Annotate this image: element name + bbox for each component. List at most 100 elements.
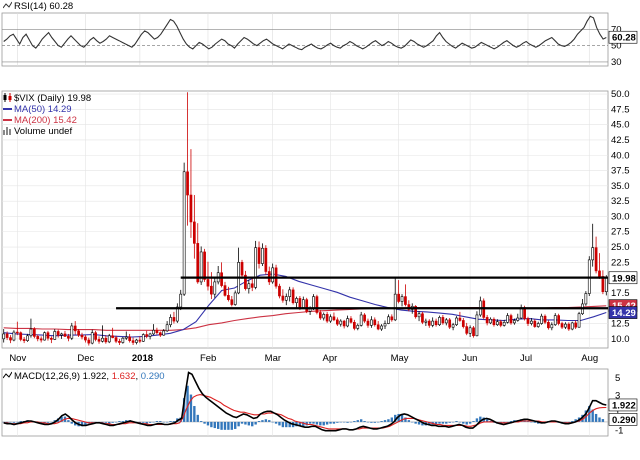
macd-histogram-bar — [455, 421, 458, 422]
price-tick-label: 32.5 — [611, 196, 630, 207]
candle-body — [77, 330, 80, 336]
macd-histogram-bar — [9, 421, 12, 423]
candle-body — [90, 332, 94, 344]
candle-body — [363, 314, 366, 322]
macd-histogram-bar — [370, 421, 373, 423]
candle-body — [206, 279, 210, 287]
macd-histogram-bar — [329, 421, 332, 424]
macd-histogram-bar — [312, 421, 315, 424]
candle-body — [536, 323, 540, 327]
candle-body — [261, 247, 264, 264]
candle-body — [366, 320, 370, 326]
macd-histogram-bar — [397, 413, 400, 422]
candle-body — [213, 281, 217, 295]
candle-body — [114, 337, 118, 342]
candle-body — [550, 324, 554, 329]
macd-histogram-bar — [257, 421, 261, 422]
macd-frame — [1, 368, 609, 437]
macd-histogram-bar — [356, 420, 359, 422]
price-tick-label: 42.5 — [611, 135, 630, 146]
macd-histogram-bar — [278, 421, 281, 426]
macd-histogram-bar — [462, 421, 465, 424]
macd-histogram-bar — [84, 421, 87, 426]
macd-histogram-bar — [574, 419, 577, 422]
x-axis-label: Aug — [581, 353, 598, 364]
candle-body — [19, 332, 23, 340]
candle-body — [516, 317, 520, 321]
candle-body — [390, 316, 394, 321]
macd-histogram-bar — [448, 421, 451, 423]
candle-body — [2, 333, 6, 340]
candle-body — [499, 321, 503, 326]
candle-body — [383, 323, 387, 327]
candle-body — [152, 329, 155, 335]
macd-histogram-bar — [210, 421, 213, 428]
candle-body — [254, 247, 257, 288]
candle-body — [417, 313, 421, 318]
rsi-frame — [1, 12, 609, 67]
candle-body — [271, 267, 275, 283]
macd-histogram-bar — [155, 421, 159, 422]
macd-histogram-bar — [601, 419, 605, 422]
candle-body — [264, 247, 268, 272]
macd-histogram-bar — [441, 421, 445, 424]
candle-body — [158, 332, 162, 336]
x-axis-label: Feb — [200, 353, 216, 364]
candle-body — [329, 316, 332, 322]
candle-body — [475, 314, 479, 337]
candle-body — [400, 296, 404, 302]
candle-body — [250, 283, 254, 288]
candle-body — [533, 320, 537, 327]
candle-body — [278, 285, 281, 297]
x-axis-label: Dec — [77, 353, 94, 364]
macd-histogram-bar — [571, 421, 574, 422]
ma50-swatch — [3, 108, 12, 111]
price-tick-label: 35.0 — [611, 181, 630, 192]
volume-legend: Volume undef — [3, 126, 91, 137]
candle-body — [175, 306, 179, 322]
candle-body — [461, 320, 465, 327]
candle-body — [349, 318, 353, 323]
candle-body — [509, 315, 513, 324]
macd-histogram-bar — [373, 421, 376, 423]
candle-body — [50, 337, 53, 340]
candle-body — [407, 304, 411, 310]
ma200-swatch — [3, 119, 12, 122]
candle-body — [199, 251, 203, 283]
candle-body — [359, 314, 363, 326]
candle-body — [104, 337, 108, 343]
candle-body — [530, 320, 533, 324]
candle-body — [468, 327, 472, 334]
macd-histogram-bar — [591, 409, 594, 422]
candle-body — [594, 247, 598, 272]
candle-body — [305, 299, 309, 312]
macd-histogram-bar — [302, 421, 305, 427]
candle-body — [26, 335, 29, 341]
macd-histogram-bar — [509, 421, 513, 422]
candle-body — [547, 321, 550, 329]
candle-body — [322, 314, 326, 319]
macd-histogram-bar — [203, 421, 206, 424]
macd-histogram-bar — [298, 421, 302, 427]
macd-hist-tag-box — [608, 413, 638, 426]
candle-body — [318, 312, 322, 319]
candle-body — [458, 317, 462, 321]
macd-histogram-bar — [216, 421, 220, 429]
macd-histogram-bar — [227, 421, 230, 430]
candle-body — [203, 251, 206, 280]
candle-body — [9, 337, 12, 341]
price-last: 19.98 — [67, 93, 92, 104]
candle-body — [356, 325, 360, 329]
volume-label: Volume undef — [14, 126, 73, 137]
macd-histogram-bar — [199, 421, 203, 422]
macd-histogram-bar — [295, 421, 298, 427]
macd-histogram-bar — [74, 421, 77, 426]
macd-histogram-bar — [445, 421, 448, 424]
macd-histogram-bar — [438, 421, 441, 424]
macd-histogram-bar — [50, 421, 53, 423]
macd-line-icon — [2, 371, 13, 380]
candle-body — [22, 339, 26, 341]
macd-histogram-bar — [237, 421, 240, 427]
macd-tick-label: -1 — [615, 426, 623, 437]
rsi-tick-label: 30 — [611, 57, 622, 68]
